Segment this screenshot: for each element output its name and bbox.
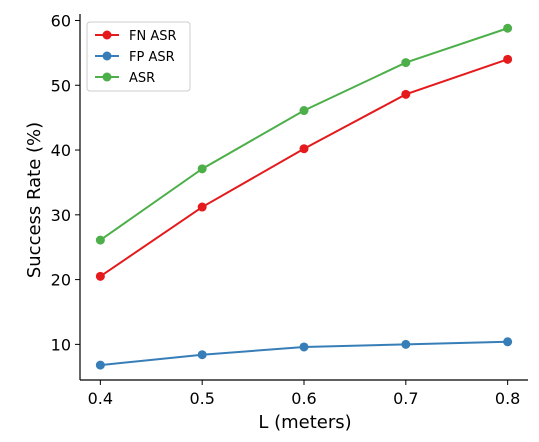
legend-marker — [102, 72, 112, 82]
series-asr — [95, 23, 513, 245]
series-fp-asr — [95, 337, 513, 370]
x-tick-label: 0.8 — [495, 389, 520, 408]
legend-item: FN ASR — [95, 29, 177, 44]
data-point — [299, 342, 309, 352]
legend-label: FN ASR — [129, 29, 177, 44]
data-point — [197, 350, 207, 360]
y-tick-label: 30 — [51, 206, 71, 225]
plot-area — [95, 23, 513, 370]
legend-label: FP ASR — [129, 50, 175, 65]
data-point — [95, 271, 105, 281]
data-point — [299, 144, 309, 154]
x-tick-label: 0.4 — [88, 389, 113, 408]
legend-item: ASR — [95, 71, 155, 86]
data-point — [401, 58, 411, 68]
x-tick-label: 0.7 — [393, 389, 418, 408]
data-point — [401, 339, 411, 349]
y-axis-label: Success Rate (%) — [24, 122, 45, 278]
legend-label: ASR — [129, 71, 155, 86]
data-point — [95, 360, 105, 370]
legend-box — [86, 21, 191, 92]
y-tick-label: 10 — [51, 335, 71, 354]
data-point — [299, 106, 309, 116]
y-tick-label: 60 — [51, 11, 71, 30]
legend-marker — [102, 30, 112, 40]
legend-item: FP ASR — [95, 50, 175, 65]
data-point — [197, 164, 207, 174]
series-line — [99, 58, 508, 278]
data-point — [503, 54, 513, 64]
data-point — [197, 202, 207, 212]
y-tick-label: 40 — [51, 141, 71, 160]
series-fn-asr — [95, 54, 513, 281]
x-tick-label: 0.5 — [189, 389, 214, 408]
y-tick-label: 50 — [51, 76, 71, 95]
data-point — [95, 235, 105, 245]
legend: FN ASR FP ASR ASR — [86, 21, 191, 92]
legend-marker — [102, 51, 112, 61]
y-ticks: 10 20 30 40 50 60 — [51, 11, 80, 354]
x-ticks: 0.4 0.5 0.6 0.7 0.8 — [88, 380, 520, 408]
data-point — [401, 89, 411, 99]
data-point — [503, 23, 513, 33]
x-tick-label: 0.6 — [291, 389, 316, 408]
y-tick-label: 20 — [51, 271, 71, 290]
x-axis-label: L (meters) — [258, 412, 351, 433]
data-point — [503, 337, 513, 347]
